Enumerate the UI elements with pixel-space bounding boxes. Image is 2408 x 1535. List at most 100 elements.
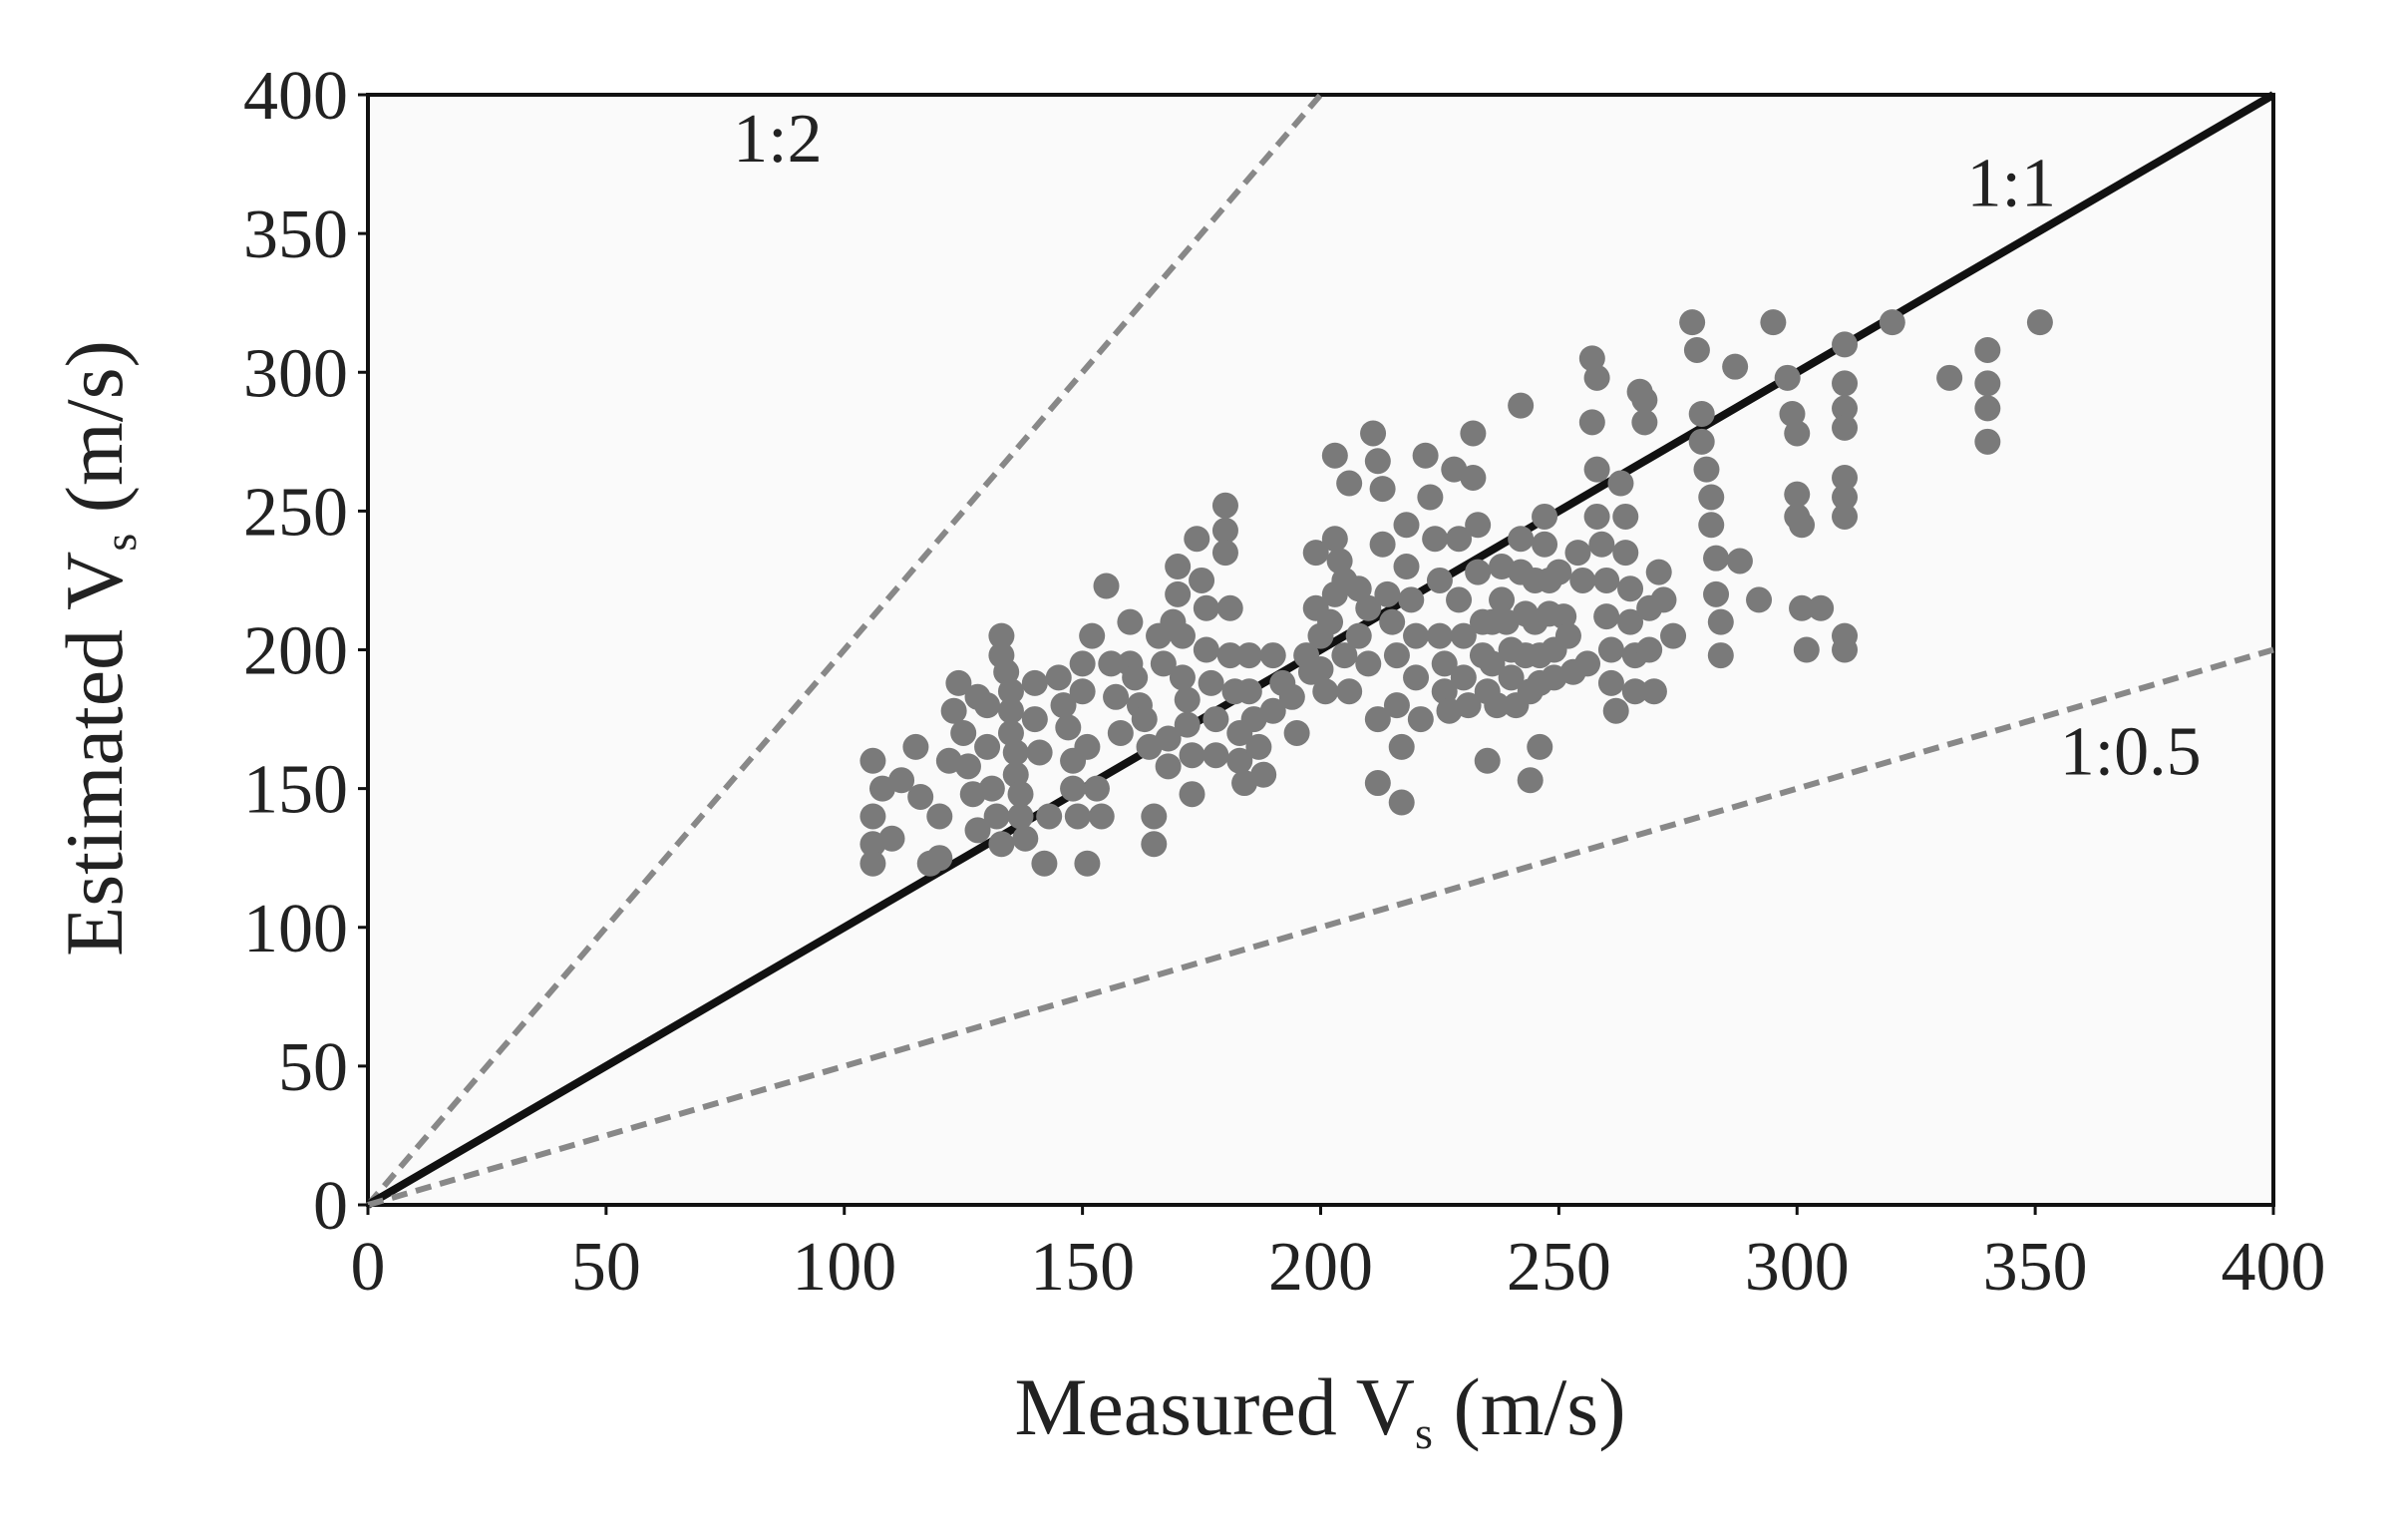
data-point <box>926 803 953 830</box>
data-point <box>1974 370 2001 397</box>
data-point <box>1364 770 1391 797</box>
data-point <box>1174 711 1201 738</box>
data-point <box>1169 622 1196 649</box>
data-point <box>926 845 953 872</box>
data-point <box>1532 503 1558 530</box>
x-axis-ticks: 0 50 100 150 200 250 300 350 400 <box>351 1205 2326 1306</box>
data-point <box>1574 650 1601 677</box>
data-point <box>1832 331 1859 358</box>
data-point <box>1527 733 1553 760</box>
data-point <box>988 622 1015 649</box>
data-point <box>1393 554 1420 580</box>
data-point <box>1060 775 1087 802</box>
data-point <box>1107 719 1134 746</box>
data-point <box>1974 395 2001 422</box>
data-point <box>1832 395 1859 422</box>
data-point <box>1074 733 1101 760</box>
data-point <box>1388 733 1415 760</box>
data-point <box>1021 669 1048 696</box>
data-point <box>1189 567 1215 593</box>
data-point <box>1679 309 1706 336</box>
data-point <box>1141 831 1168 858</box>
data-point <box>1631 387 1658 414</box>
data-point <box>1064 803 1091 830</box>
data-point <box>1317 608 1344 635</box>
data-point <box>945 669 972 696</box>
data-point <box>1179 781 1205 808</box>
data-point <box>1235 642 1262 669</box>
data-point <box>1774 364 1801 391</box>
data-point <box>1093 573 1120 599</box>
data-point <box>1364 706 1391 733</box>
data-point <box>1336 470 1363 497</box>
x-axis-title: Measured Vs (m/s) <box>1014 1361 1625 1458</box>
ref-line-1-2 <box>365 93 1323 1207</box>
data-point <box>1155 753 1182 780</box>
data-point <box>1083 775 1110 802</box>
data-point <box>1789 594 1816 621</box>
ref-label-1-0-5: 1:0.5 <box>2060 714 2202 791</box>
y-tick-label: 400 <box>243 58 348 135</box>
y-axis-title-main: Estimated V <box>49 552 140 957</box>
data-point <box>1117 608 1144 635</box>
data-point <box>1602 697 1629 724</box>
data-point <box>1412 442 1439 469</box>
data-point <box>1578 409 1605 436</box>
data-point <box>1588 531 1615 558</box>
data-point <box>1583 456 1610 483</box>
data-point <box>1055 714 1082 741</box>
data-point <box>1431 678 1458 705</box>
data-point <box>1698 512 1725 539</box>
data-point <box>1021 706 1048 733</box>
y-tick-label: 300 <box>243 335 348 412</box>
data-point <box>1321 526 1348 553</box>
data-point <box>1345 576 1372 602</box>
data-point <box>1131 706 1158 733</box>
data-point <box>1245 733 1272 760</box>
data-point <box>1460 420 1487 447</box>
data-point <box>974 733 1001 760</box>
data-point <box>1426 567 1453 593</box>
data-point <box>1198 669 1224 696</box>
data-point <box>1211 492 1238 519</box>
data-point <box>1688 428 1715 455</box>
data-point <box>997 719 1024 746</box>
data-point <box>1278 683 1305 710</box>
data-point <box>950 719 977 746</box>
data-point <box>1226 747 1253 774</box>
data-point <box>1150 650 1177 677</box>
data-point <box>1832 484 1859 511</box>
data-point <box>1426 622 1453 649</box>
data-point <box>1578 345 1605 372</box>
data-point <box>1259 642 1286 669</box>
data-point <box>1250 761 1277 788</box>
data-point <box>1746 586 1773 613</box>
data-point <box>1069 678 1096 705</box>
data-point <box>1460 464 1487 491</box>
data-point <box>1122 664 1149 691</box>
ref-line-1-0-5 <box>367 646 2274 1208</box>
data-point <box>993 658 1020 685</box>
data-point <box>1383 692 1410 719</box>
x-axis-title-unit: (m/s) <box>1433 1361 1626 1452</box>
data-point <box>1050 692 1077 719</box>
data-point <box>1165 554 1192 580</box>
data-point <box>1617 608 1644 635</box>
data-point <box>1793 636 1820 663</box>
data-point <box>1832 370 1859 397</box>
data-point <box>1707 642 1734 669</box>
x-tick-label: 250 <box>1507 1229 1611 1306</box>
data-point <box>1703 580 1730 607</box>
data-point <box>1660 622 1687 649</box>
data-point <box>1259 697 1286 724</box>
data-point <box>1789 512 1816 539</box>
data-point <box>1326 548 1353 575</box>
data-point <box>860 747 886 774</box>
data-point <box>1832 464 1859 491</box>
data-point <box>1583 364 1610 391</box>
data-point <box>1508 392 1535 419</box>
x-tick-label: 300 <box>1745 1229 1850 1306</box>
data-point <box>1098 650 1125 677</box>
data-point <box>964 817 991 844</box>
